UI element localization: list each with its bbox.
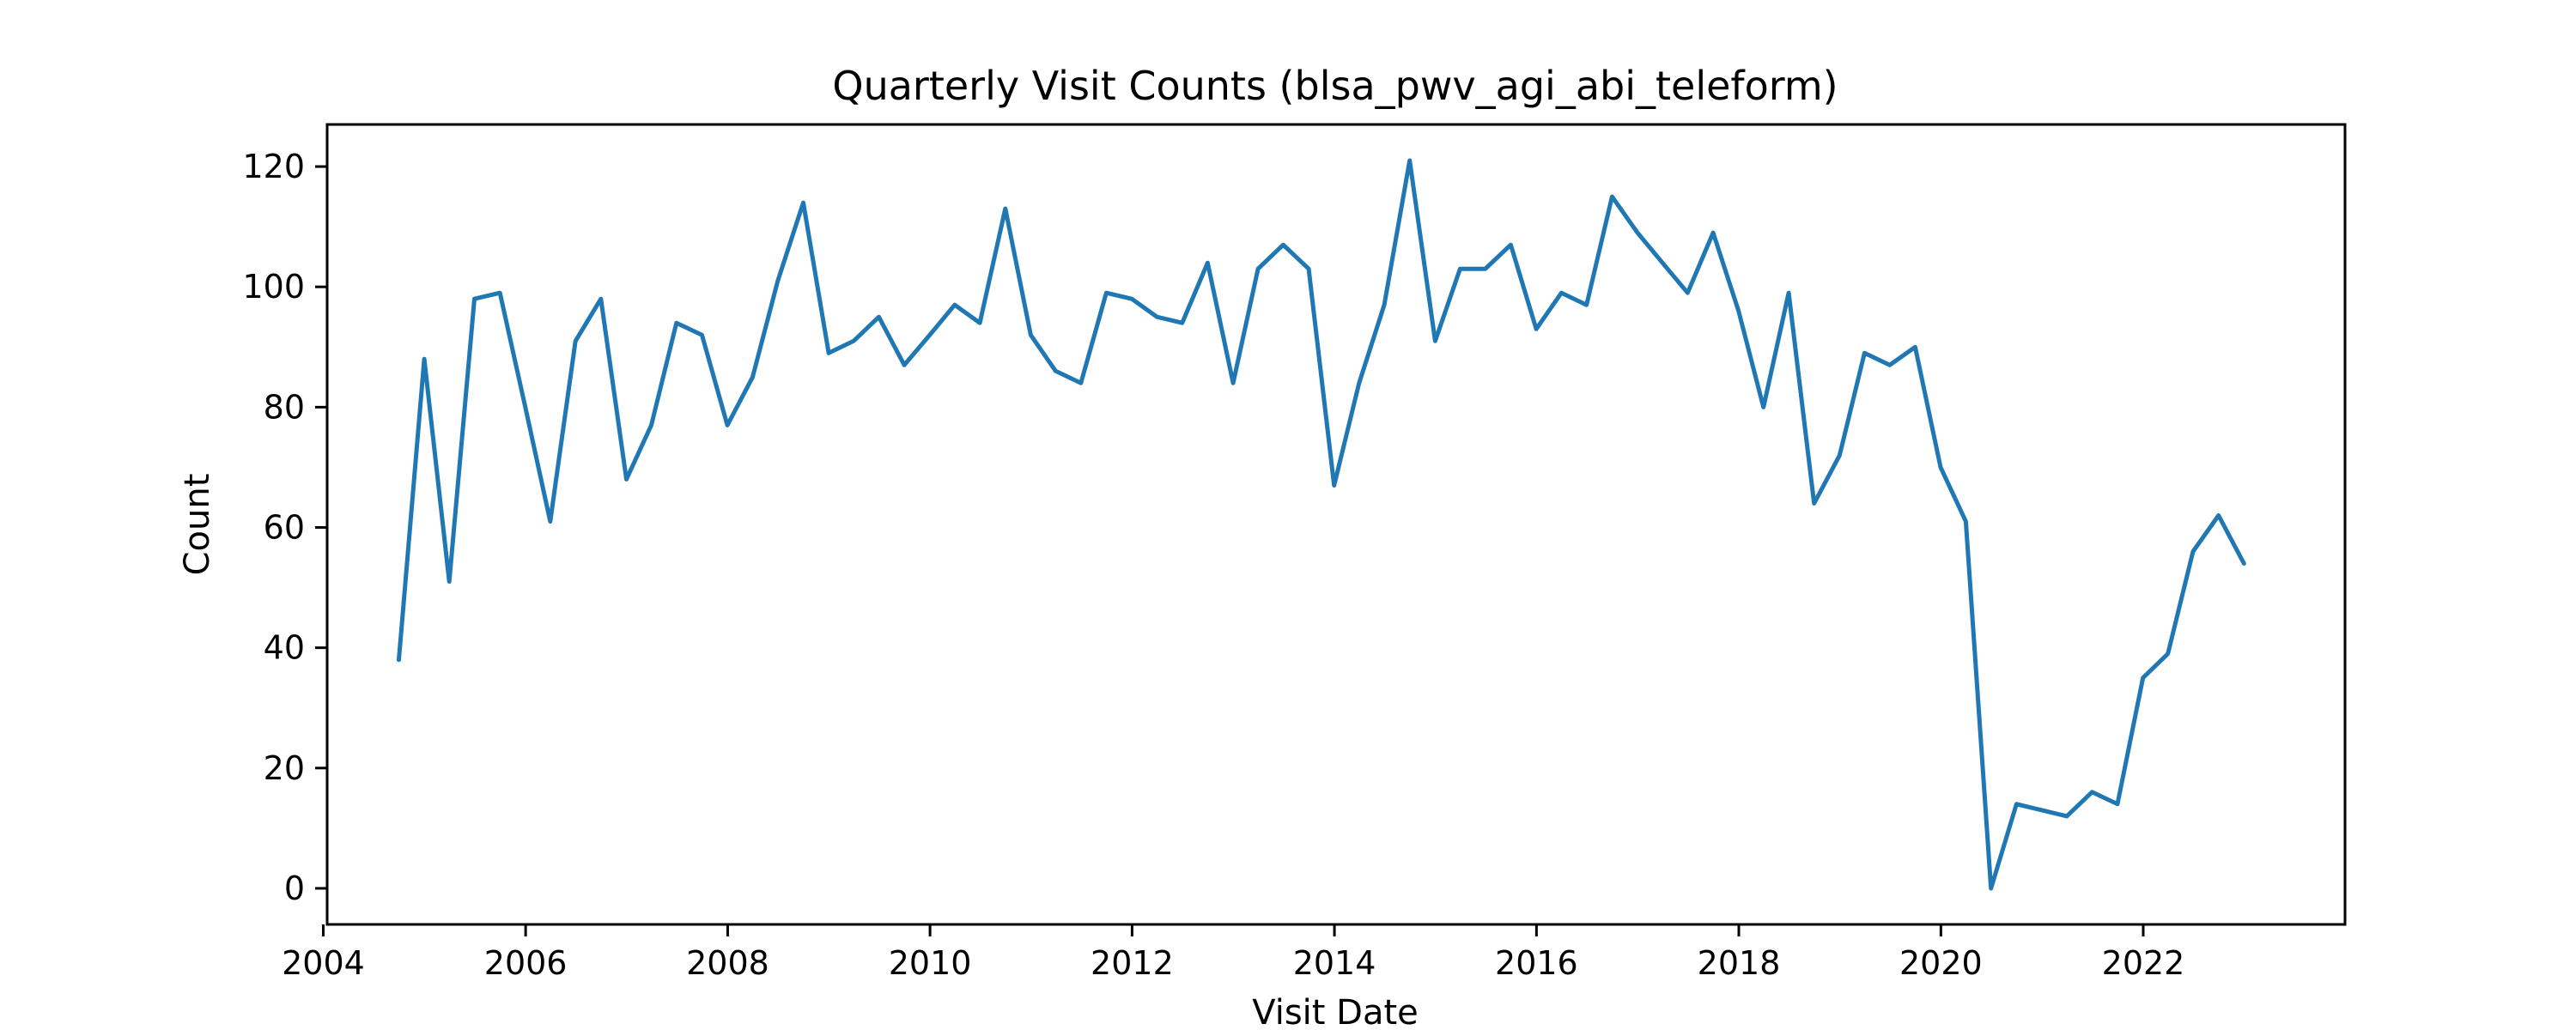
x-tick-label: 2008 [686,944,769,982]
x-tick-label: 2018 [1698,944,1781,982]
y-tick-label: 20 [264,749,305,787]
x-axis-ticks: 2004 2006 2008 2010 2012 2014 2016 2018 2020 2022 [282,924,2184,982]
series-group [397,158,2246,891]
chart-title: Quarterly Visit Counts (blsa_pwv_agi_abi… [832,63,1838,109]
y-tick-label: 60 [264,509,305,547]
y-tick-label: 40 [264,629,305,667]
y-tick-label: 0 [284,869,305,907]
plot-frame [325,123,2347,926]
x-tick-label: 2012 [1091,944,1174,982]
plot-area: 2004 2006 2008 2010 2012 2014 2016 2018 2020 2022… [242,123,2347,982]
y-axis-label: Count [178,474,217,576]
series-line [397,158,2246,891]
x-tick-label: 2004 [282,944,365,982]
y-axis-ticks: 0 20 40 60 80 100 120 [242,148,327,907]
x-tick-label: 2020 [1899,944,1983,982]
x-axis-label: Visit Date [1252,993,1419,1030]
y-tick-label: 100 [242,268,305,306]
x-tick-label: 2010 [889,944,972,982]
y-tick-label: 80 [264,388,305,426]
x-tick-label: 2014 [1293,944,1376,982]
x-tick-label: 2016 [1495,944,1578,982]
x-tick-label: 2006 [484,944,568,982]
y-tick-label: 120 [242,148,305,185]
x-tick-label: 2022 [2102,944,2185,982]
